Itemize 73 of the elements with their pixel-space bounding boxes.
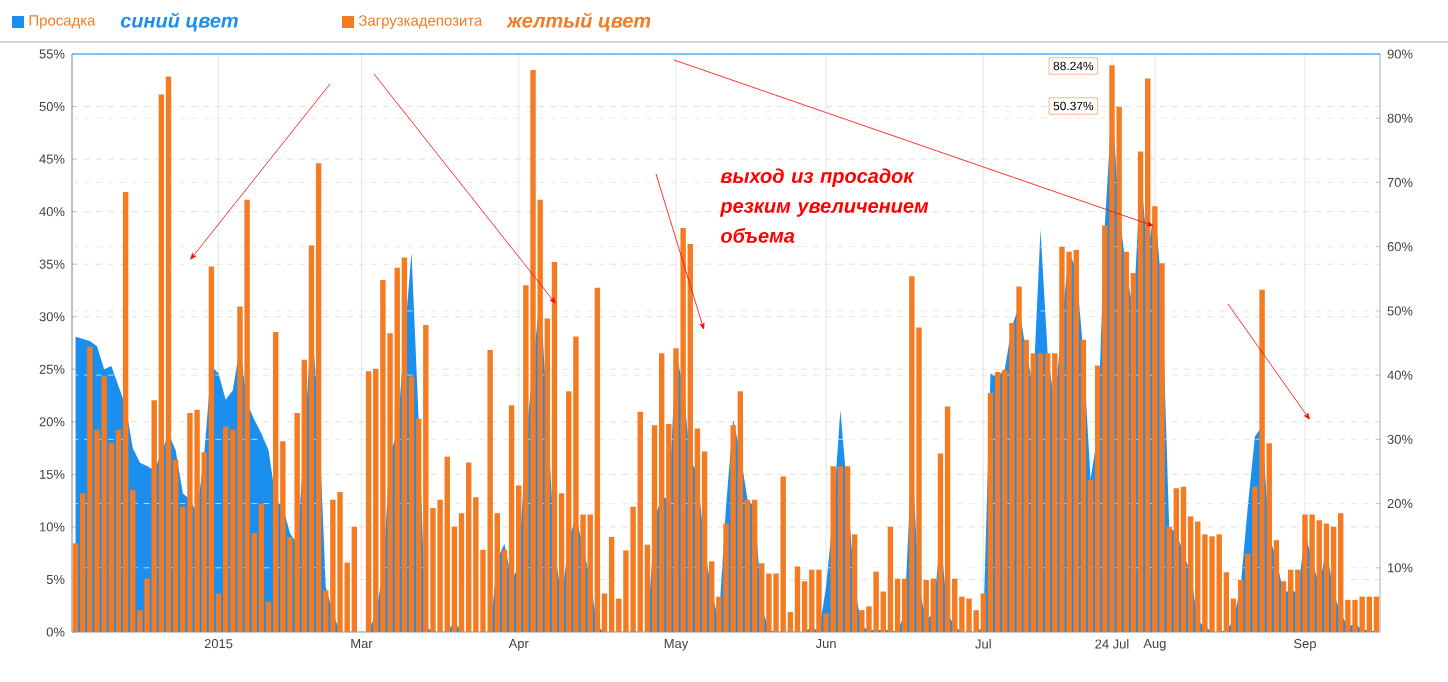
bar: [1302, 514, 1308, 632]
bar: [1109, 65, 1115, 632]
bar: [508, 405, 515, 632]
bar: [1173, 488, 1180, 632]
bar: [330, 499, 336, 632]
bar: [873, 571, 879, 632]
bar: [1073, 249, 1079, 632]
bar: [101, 376, 107, 632]
bar: [401, 257, 408, 632]
bar: [273, 332, 279, 632]
bar: [909, 276, 915, 632]
bar: [994, 371, 1001, 632]
bar: [1044, 353, 1051, 632]
bar: [365, 371, 372, 632]
annotation: выход из просадок резким увеличением объема: [719, 168, 929, 243]
bar: [551, 262, 558, 632]
bar: [1037, 353, 1044, 632]
bar: [1316, 520, 1322, 632]
bar: [1180, 486, 1187, 632]
bar: [780, 476, 786, 632]
bar: [844, 466, 851, 632]
bar: [87, 346, 93, 632]
bar: [1259, 289, 1265, 632]
bar: [1216, 534, 1222, 632]
bar: [816, 569, 822, 632]
bar: [444, 456, 450, 632]
bar: [751, 499, 758, 632]
bar: [351, 526, 358, 632]
bar: [222, 426, 229, 632]
bar: [658, 353, 665, 632]
bar: [165, 76, 172, 632]
text: желтый цвет: [506, 12, 651, 32]
bar: [1195, 521, 1201, 632]
bar: [837, 466, 844, 632]
bar: [1209, 536, 1215, 632]
bar: [1059, 246, 1065, 632]
bar: [1338, 513, 1344, 632]
bar: [258, 503, 265, 632]
bar: [1016, 286, 1022, 632]
bar: [208, 266, 215, 632]
bar: [244, 199, 250, 632]
bar: [1366, 596, 1372, 632]
bar: [337, 491, 343, 632]
bar: [1066, 251, 1072, 632]
bar: [737, 391, 743, 632]
text: синий цвет: [120, 12, 238, 32]
bar: [594, 287, 601, 632]
bar: [194, 409, 200, 632]
bar: [1323, 523, 1330, 632]
bar: [1373, 596, 1380, 632]
bar: [315, 163, 322, 632]
bar: [423, 325, 429, 632]
bar: [122, 192, 129, 632]
bar: [1309, 514, 1315, 632]
bar: [1145, 78, 1151, 632]
bar: [966, 598, 972, 632]
bar: [830, 466, 836, 632]
bar: [573, 336, 579, 632]
bar: [187, 413, 193, 632]
bar: [637, 411, 643, 632]
bar: [487, 350, 493, 632]
bar: [944, 406, 951, 632]
bar: [608, 536, 615, 632]
bar: [680, 228, 686, 632]
bar: [794, 566, 801, 632]
bar: [1352, 599, 1358, 632]
bar: [380, 280, 386, 632]
bar: [809, 569, 815, 632]
bar: [1287, 569, 1294, 632]
bar: [465, 462, 472, 632]
bar: [887, 526, 894, 632]
bar: [1359, 596, 1365, 632]
bar: [530, 70, 536, 632]
